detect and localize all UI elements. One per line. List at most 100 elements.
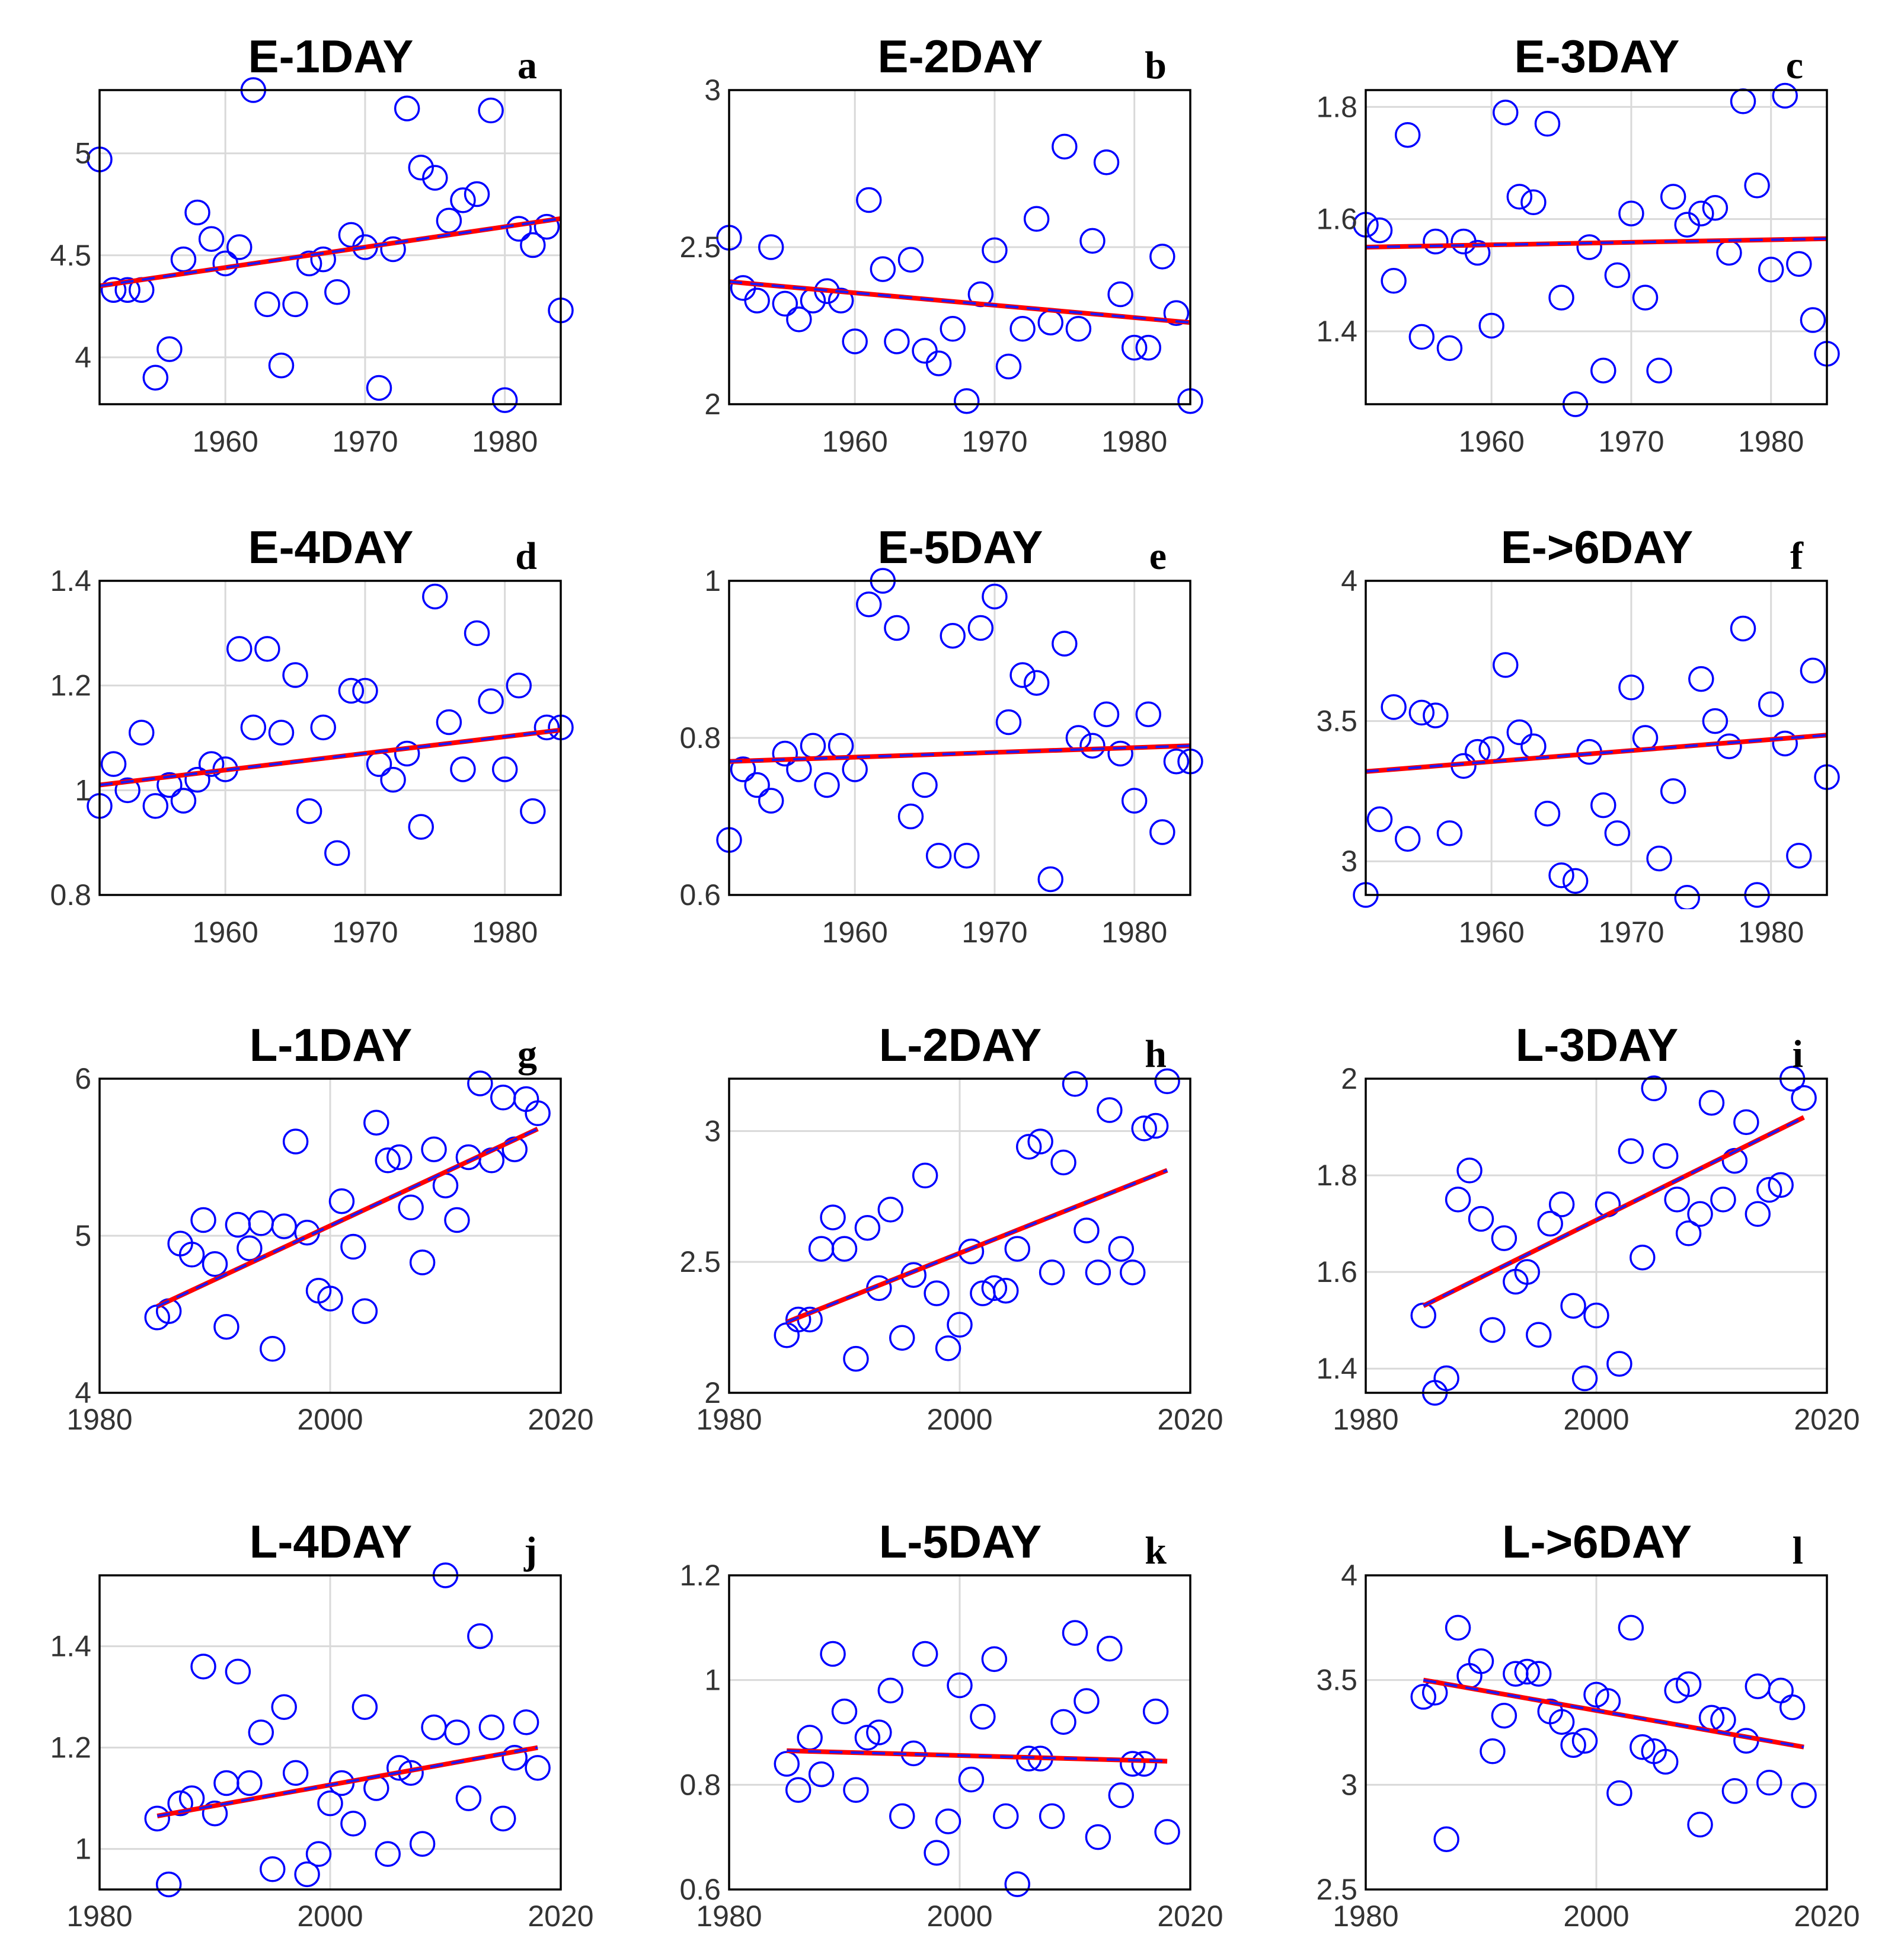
- trend-line-fit: [787, 1748, 1168, 1764]
- axes-frame: [728, 1077, 1191, 1394]
- data-point: [1468, 1648, 1494, 1674]
- data-point: [1142, 1698, 1169, 1725]
- data-point: [1074, 1688, 1100, 1714]
- data-point: [1800, 307, 1826, 333]
- data-point: [1534, 801, 1561, 827]
- y-tick-label: 1: [704, 1664, 721, 1697]
- data-point: [1050, 1709, 1076, 1735]
- y-tick-label: 0.8: [50, 878, 91, 912]
- panel-letter: a: [517, 44, 537, 87]
- data-point: [884, 615, 910, 641]
- data-point: [1630, 1734, 1656, 1760]
- data-point: [981, 1646, 1008, 1673]
- x-tick-label: 1960: [1459, 425, 1525, 458]
- data-point: [730, 756, 756, 782]
- data-point: [954, 388, 980, 414]
- panel-g: 4 5 6 1980 2000 2020 L-1DAY g: [66, 1019, 593, 1436]
- data-point: [237, 1770, 263, 1796]
- data-point: [202, 1251, 228, 1277]
- x-tick-label: 2020: [1157, 1900, 1223, 1933]
- data-point: [856, 187, 882, 213]
- data-point: [1410, 1684, 1436, 1710]
- data-point: [352, 1298, 378, 1324]
- scatter-series: [144, 1070, 551, 1362]
- data-point: [190, 1207, 216, 1233]
- data-point: [1456, 1158, 1483, 1184]
- data-point: [772, 740, 798, 767]
- x-tick-label: 1970: [332, 425, 398, 458]
- data-point: [363, 1110, 389, 1136]
- data-point: [155, 1871, 182, 1898]
- data-point: [170, 246, 197, 273]
- data-point: [1641, 1075, 1667, 1102]
- data-point: [1366, 217, 1393, 244]
- data-point: [854, 1725, 881, 1751]
- y-tick-label: 4: [1341, 1559, 1357, 1592]
- data-point: [1423, 702, 1449, 728]
- data-point: [1590, 357, 1616, 383]
- x-tick-label: 1960: [193, 425, 258, 458]
- panel-j: 1 1.2 1.4 1980 2000 2020 L-4DAY j: [50, 1515, 593, 1933]
- data-point: [184, 199, 210, 226]
- data-point: [1079, 733, 1106, 759]
- panel-title: E->6DAY: [1501, 521, 1693, 573]
- data-point: [1142, 1112, 1169, 1139]
- trend-line-overlay: [1365, 237, 1828, 248]
- data-point: [1085, 1259, 1111, 1286]
- data-point: [1571, 1365, 1598, 1392]
- data-point: [167, 1790, 193, 1817]
- data-point: [814, 772, 840, 798]
- data-point: [1721, 1778, 1748, 1804]
- data-point: [785, 1777, 811, 1803]
- data-point: [744, 772, 770, 798]
- data-point: [506, 672, 532, 699]
- data-point: [156, 336, 183, 362]
- y-tick-label: 1.2: [679, 1559, 721, 1592]
- data-point: [142, 364, 169, 391]
- data-point: [1394, 121, 1421, 148]
- data-point: [190, 1654, 216, 1680]
- data-point: [296, 798, 322, 824]
- data-point: [1687, 1201, 1713, 1227]
- data-point: [995, 709, 1022, 736]
- y-tick-label: 4: [75, 341, 91, 374]
- data-point: [533, 714, 560, 741]
- x-tick-label: 1980: [1101, 916, 1167, 949]
- data-point: [1733, 1109, 1759, 1136]
- data-point: [967, 615, 994, 641]
- axes-frame: [728, 89, 1191, 405]
- data-point: [398, 1194, 424, 1221]
- data-point: [1716, 733, 1742, 759]
- data-point: [386, 1144, 413, 1171]
- data-point: [491, 387, 518, 413]
- scatter-series: [716, 133, 1203, 414]
- y-tick-label: 2: [704, 388, 721, 421]
- x-tick-label: 2000: [926, 1900, 992, 1933]
- data-point: [995, 353, 1022, 380]
- data-point: [1560, 1293, 1586, 1319]
- axes-frame: [98, 89, 562, 405]
- data-point: [170, 788, 197, 814]
- data-point: [1039, 1259, 1065, 1286]
- data-point: [1131, 1751, 1157, 1777]
- data-point: [843, 1777, 869, 1803]
- data-point: [1381, 694, 1407, 720]
- data-point: [854, 1215, 881, 1241]
- data-point: [1779, 1694, 1806, 1721]
- data-point: [1433, 1365, 1459, 1392]
- data-point: [513, 1709, 539, 1735]
- data-point: [478, 97, 504, 124]
- data-point: [1606, 1351, 1632, 1377]
- data-point: [1433, 1826, 1459, 1852]
- panel-b: 2 2.5 3 1960 1970 1980 E-2DAY b: [679, 30, 1203, 458]
- y-tick-label: 0.8: [679, 721, 721, 754]
- data-point: [1408, 324, 1435, 350]
- data-point: [1548, 862, 1574, 888]
- data-point: [1039, 1803, 1065, 1830]
- scatter-series: [774, 1068, 1180, 1372]
- y-tick-label: 6: [75, 1062, 91, 1095]
- data-point: [128, 720, 155, 746]
- data-point: [1534, 111, 1561, 137]
- x-tick-label: 1960: [193, 916, 258, 949]
- x-tick-label: 2000: [926, 1403, 992, 1436]
